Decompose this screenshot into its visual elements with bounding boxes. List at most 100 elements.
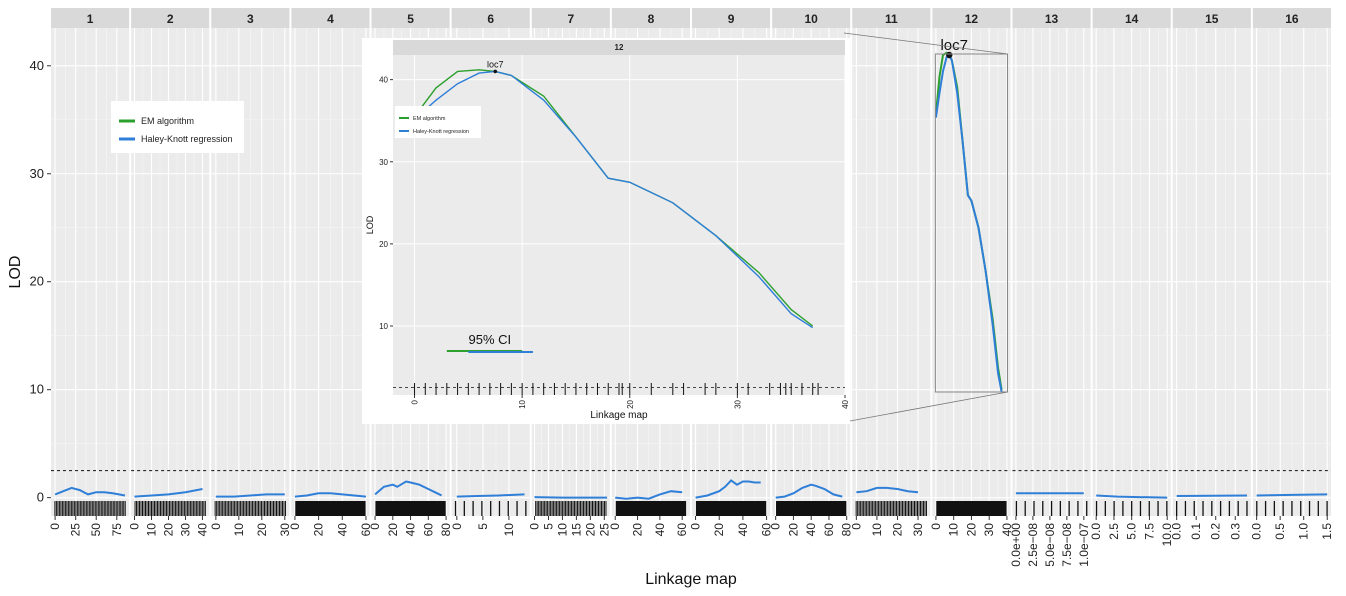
facet-strip bbox=[852, 8, 931, 28]
facet-strip-label: 10 bbox=[805, 12, 819, 26]
facet-panel bbox=[1012, 28, 1091, 516]
x-tick-label: 60 bbox=[760, 523, 774, 537]
x-tick-label: 80 bbox=[439, 523, 453, 537]
facet-14: 14 0.0 2.5 5.0 7.5 10.0 bbox=[1089, 8, 1174, 546]
x-axis-title: Linkage map bbox=[645, 571, 737, 588]
x-tick-label: 20 bbox=[786, 523, 800, 537]
x-tick-label: 0 bbox=[368, 523, 382, 530]
x-tick-label: 15 bbox=[569, 523, 583, 537]
inset-legend: EM algorithm Haley-Knott regression bbox=[395, 106, 481, 138]
legend-box bbox=[111, 101, 244, 153]
hk-curve bbox=[1096, 494, 1168, 499]
x-tick-label: 2.5e−08 bbox=[1026, 523, 1040, 567]
facet-strip-label: 16 bbox=[1285, 12, 1299, 26]
x-tick-label: 0 bbox=[48, 523, 62, 530]
x-tick-label: 50 bbox=[89, 523, 103, 537]
zoom-box bbox=[934, 53, 1008, 393]
x-tick-label: 20 bbox=[255, 523, 269, 537]
inset-y-tick-label: 10 bbox=[379, 322, 388, 331]
facet-3: 30 10 20 30 bbox=[209, 8, 292, 536]
hk-curve bbox=[456, 493, 525, 498]
x-tick-label: 60 bbox=[675, 523, 689, 537]
facet-strip bbox=[1172, 8, 1251, 28]
inset-strip bbox=[393, 40, 845, 55]
x-tick-label: 60 bbox=[822, 523, 836, 537]
hk-curve bbox=[695, 479, 761, 499]
marker-rug bbox=[936, 501, 1007, 516]
hk-curve bbox=[1256, 493, 1328, 497]
x-tick-label: 20 bbox=[631, 523, 645, 537]
legend-label: Haley-Knott regression bbox=[141, 134, 233, 144]
x-tick-label: 10 bbox=[555, 523, 569, 537]
x-tick-label: 0.0e+00 bbox=[1009, 523, 1023, 567]
x-tick-label: 75 bbox=[110, 523, 124, 537]
x-tick-label: 2.5 bbox=[1107, 523, 1121, 540]
x-tick-label: 1.5 bbox=[1320, 523, 1334, 540]
inset-legend-box bbox=[395, 106, 481, 138]
facet-strip bbox=[1092, 8, 1171, 28]
facet-strip bbox=[51, 8, 130, 28]
x-tick-label: 10 bbox=[145, 523, 159, 537]
facet-strip-label: 13 bbox=[1045, 12, 1059, 26]
facet-strip bbox=[371, 8, 450, 28]
inset-y-tick-label: 20 bbox=[379, 240, 388, 249]
facet-strip bbox=[692, 8, 771, 28]
x-tick-label: 20 bbox=[964, 523, 978, 537]
inset-x-title: Linkage map bbox=[590, 410, 648, 421]
x-tick-label: 0.5 bbox=[1273, 523, 1287, 540]
inset-peak-label: loc7 bbox=[487, 59, 504, 69]
x-tick-label: 0 bbox=[528, 523, 542, 530]
hk-curve bbox=[934, 53, 1003, 392]
inset-strip-label: 12 bbox=[615, 43, 624, 52]
x-tick-label: 1.0 bbox=[1297, 523, 1311, 540]
x-tick-label: 30 bbox=[278, 523, 292, 537]
x-tick-label: 5 bbox=[541, 523, 555, 530]
hk-curve bbox=[294, 492, 366, 498]
facet-strip-label: 2 bbox=[167, 12, 174, 26]
inset-x-tick-label: 30 bbox=[733, 399, 742, 408]
facet-16: 16 0.0 0.5 1.0 1.5 bbox=[1250, 8, 1334, 540]
inset-y-tick-label: 30 bbox=[379, 158, 388, 167]
inset-x-tick-label: 10 bbox=[518, 399, 527, 408]
x-tick-label: 10 bbox=[870, 523, 884, 537]
x-tick-label: 0 bbox=[689, 523, 703, 530]
y-tick-label: 10 bbox=[30, 382, 44, 397]
inset-legend-label: EM algorithm bbox=[413, 116, 446, 122]
inset-x-tick-label: 40 bbox=[841, 399, 850, 408]
marker-rug bbox=[776, 501, 847, 516]
x-tick-label: 20 bbox=[583, 523, 597, 537]
facet-strip bbox=[531, 8, 610, 28]
facet-strip bbox=[611, 8, 690, 28]
x-tick-label: 60 bbox=[421, 523, 435, 537]
facet-strip bbox=[1252, 8, 1331, 28]
x-tick-label: 40 bbox=[804, 523, 818, 537]
x-tick-label: 40 bbox=[195, 523, 209, 537]
x-tick-label: 0 bbox=[608, 523, 622, 530]
marker-rug bbox=[295, 501, 366, 516]
facet-strip bbox=[211, 8, 290, 28]
facet-strip-label: 11 bbox=[885, 12, 898, 26]
x-tick-label: 40 bbox=[653, 523, 667, 537]
x-tick-label: 40 bbox=[404, 523, 418, 537]
x-tick-label: 30 bbox=[911, 523, 925, 537]
facet-strip bbox=[772, 8, 851, 28]
legend: EM algorithm Haley-Knott regression bbox=[111, 101, 244, 153]
x-tick-label: 0 bbox=[769, 523, 783, 530]
x-tick-label: 10 bbox=[232, 523, 246, 537]
x-tick-label: 0 bbox=[209, 523, 223, 530]
facet-strip-label: 12 bbox=[965, 12, 979, 26]
x-tick-label: 60 bbox=[359, 523, 373, 537]
x-tick-label: 0 bbox=[929, 523, 943, 530]
inset-peak-marker bbox=[493, 69, 498, 74]
facet-strip-label: 8 bbox=[648, 12, 655, 26]
facet-strip-label: 6 bbox=[487, 12, 494, 26]
facet-15: 15 0.0 0.1 0.2 0.3 bbox=[1170, 8, 1251, 540]
x-tick-label: 40 bbox=[335, 523, 349, 537]
legend-label: EM algorithm bbox=[141, 116, 194, 126]
facet-1: 1 0 25 50 75 bbox=[48, 8, 130, 537]
facet-strip-label: 15 bbox=[1205, 12, 1219, 26]
marker-rug bbox=[695, 501, 767, 516]
x-tick-label: 0 bbox=[288, 523, 302, 530]
zoom-connector-bottom bbox=[849, 391, 1008, 422]
facet-panel bbox=[1172, 28, 1251, 516]
